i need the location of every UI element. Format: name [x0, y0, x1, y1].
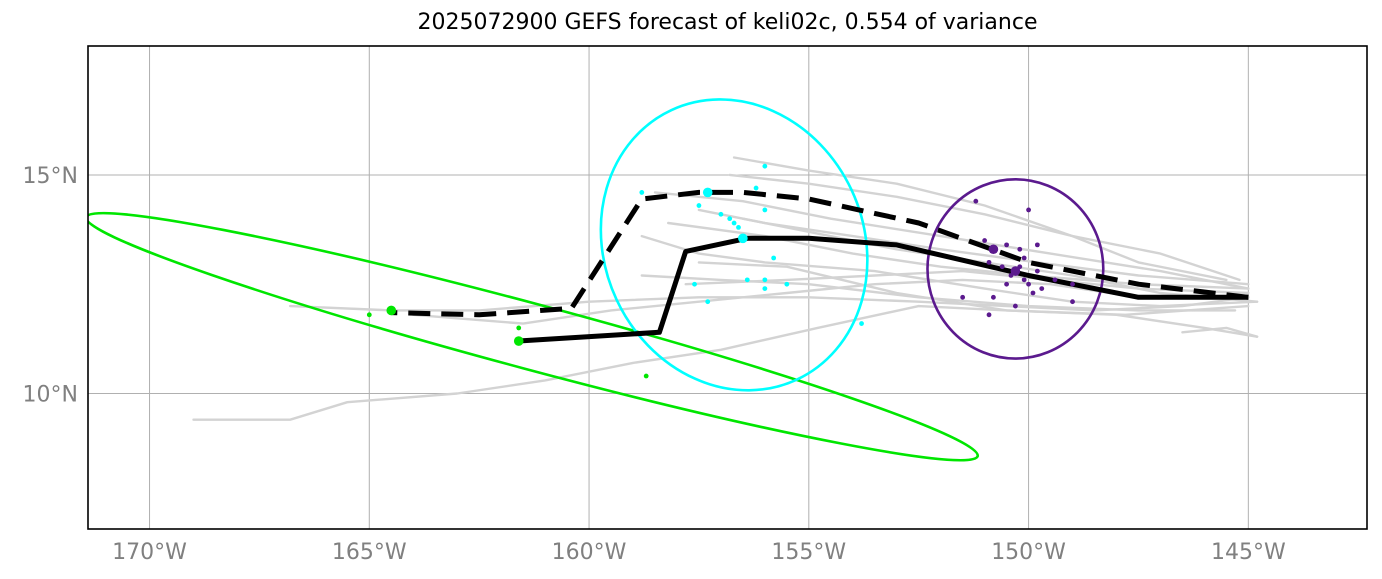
member-point	[762, 277, 768, 283]
member-point	[1021, 277, 1027, 283]
x-tick-label: 155°W	[771, 540, 846, 565]
member-point	[692, 281, 697, 287]
spread-ellipse	[599, 98, 869, 392]
member-point	[1034, 268, 1040, 274]
member-point	[1004, 242, 1009, 248]
ensemble-track	[741, 217, 1259, 303]
ensemble-track	[653, 191, 1250, 290]
spread-ellipse	[926, 178, 1105, 360]
group-center-point	[1010, 266, 1021, 276]
member-point	[705, 299, 711, 305]
member-point	[960, 294, 966, 300]
member-point	[762, 286, 768, 291]
group-center-point	[988, 244, 999, 255]
spread-ellipse	[88, 211, 980, 462]
ensemble-track	[640, 234, 1259, 308]
member-point	[1039, 286, 1045, 291]
x-tick-label: 150°W	[991, 540, 1066, 565]
plot-frame	[87, 45, 1368, 530]
member-point	[986, 312, 992, 318]
member-point	[366, 312, 372, 318]
member-point	[859, 321, 864, 326]
member-point	[731, 220, 737, 226]
ensemble-track	[697, 261, 1250, 316]
member-point	[753, 185, 759, 191]
member-point	[744, 277, 750, 283]
member-point	[639, 190, 645, 195]
member-point	[982, 238, 988, 243]
member-point	[1026, 281, 1031, 287]
member-point	[991, 294, 996, 300]
group-center-point	[386, 305, 397, 316]
member-point	[1070, 281, 1075, 287]
member-point	[516, 325, 522, 331]
member-point	[999, 264, 1005, 270]
plot-data	[88, 98, 1259, 462]
member-point	[1012, 303, 1018, 309]
member-point	[973, 198, 979, 204]
member-point	[696, 203, 702, 208]
member-point	[1026, 207, 1031, 213]
mean-track-solid	[518, 235, 1249, 344]
member-point	[762, 207, 768, 213]
x-tick-label: 170°W	[112, 540, 187, 565]
member-point	[771, 255, 777, 261]
y-tick-label: 10°N	[23, 382, 78, 407]
x-tick-label: 145°W	[1211, 540, 1286, 565]
member-point	[643, 373, 649, 379]
ensemble-track	[732, 156, 1228, 282]
x-tick-label: 160°W	[552, 540, 627, 565]
member-point	[1034, 242, 1040, 248]
member-point	[986, 259, 992, 265]
member-point	[1052, 277, 1058, 283]
ensemble-track	[728, 173, 1241, 282]
x-tick-label: 165°W	[332, 540, 407, 565]
member-point	[736, 224, 741, 230]
member-point	[762, 163, 768, 169]
member-point	[1021, 255, 1027, 261]
member-point	[1004, 281, 1009, 287]
mean-track-dashed	[391, 189, 1249, 318]
group-center-point	[702, 187, 713, 198]
member-point	[718, 211, 724, 217]
member-point	[1030, 290, 1036, 296]
ensemble-track	[1181, 326, 1259, 338]
member-point	[784, 281, 790, 287]
y-tick-label: 15°N	[23, 164, 78, 189]
ensemble-track	[667, 221, 1250, 290]
group-center-point	[738, 233, 748, 244]
member-point	[727, 216, 733, 222]
member-point	[1070, 299, 1075, 305]
tick-labels: 170°W 165°W 160°W 155°W 150°W 145°W 10°N 15°N	[23, 164, 1286, 565]
group-center-point	[513, 336, 524, 346]
chart-title: 2025072900 GEFS forecast of keli02c, 0.5…	[417, 10, 1038, 35]
member-point	[1017, 246, 1023, 252]
ensemble-track	[192, 304, 1259, 421]
